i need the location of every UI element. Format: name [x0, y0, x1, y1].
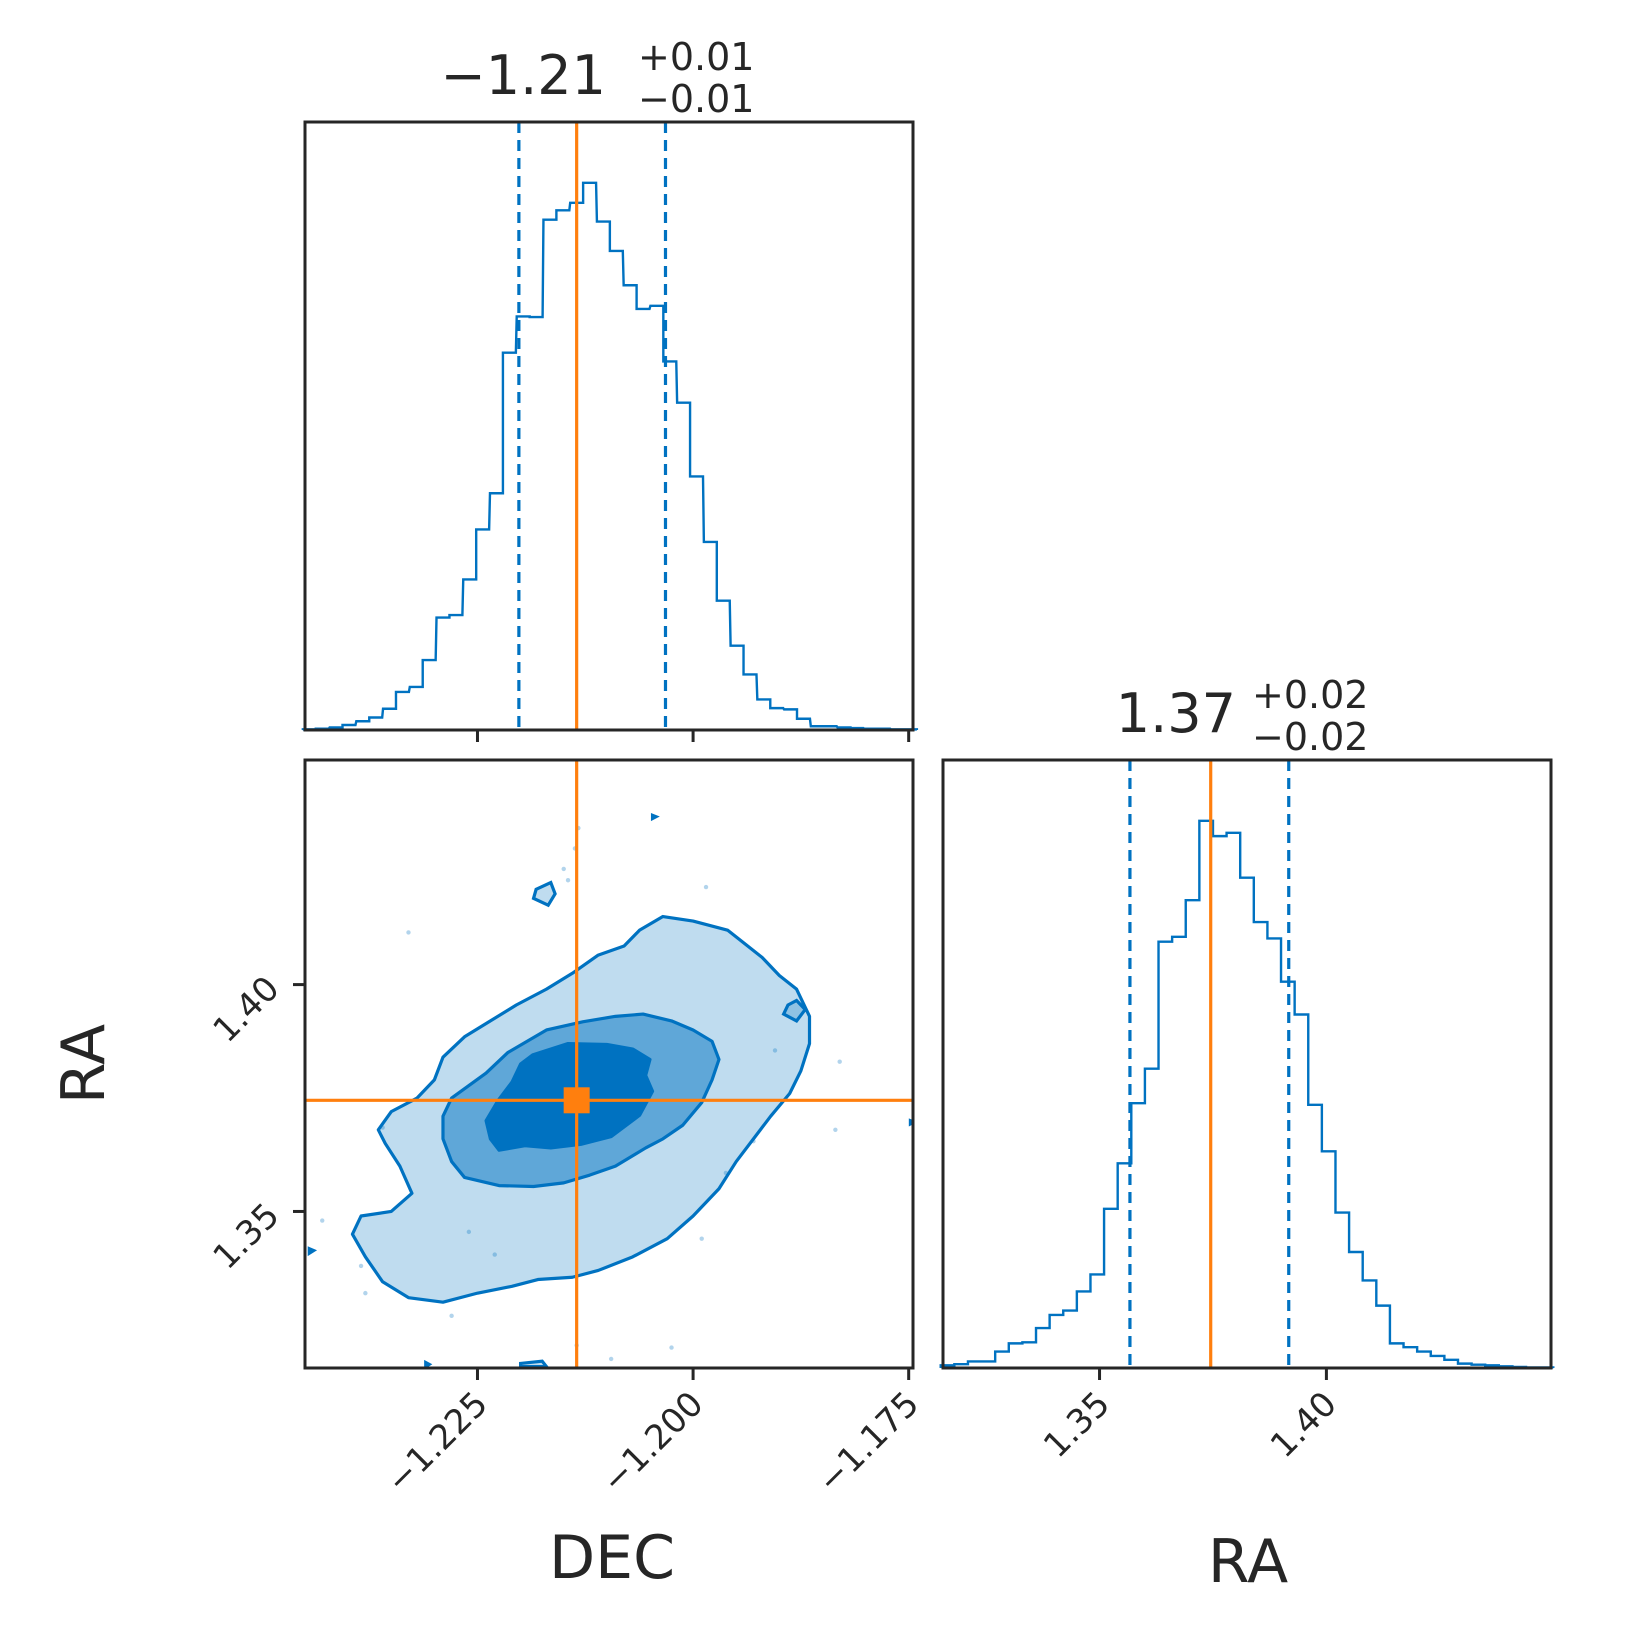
outlier-point-21 — [703, 884, 709, 890]
contour-island-3 — [424, 1359, 433, 1368]
outlier-point-3 — [565, 878, 571, 883]
dec-x-ticks: −1.225 −1.200 −1.175 — [379, 1368, 927, 1501]
dec-x-axis-label: DEC — [549, 1523, 675, 1593]
dec-title-plus: +0.01 — [638, 35, 754, 79]
contour-island-0 — [531, 880, 557, 908]
dec-ra-density-panel: −1.225 −1.200 −1.175 1.35 1.40 DEC RA — [49, 758, 927, 1593]
ra-histogram-frame — [941, 758, 1553, 1370]
outlier-point-10 — [772, 1048, 778, 1053]
outlier-point-7 — [669, 1345, 674, 1350]
ra-histogram-steps — [939, 819, 1555, 1369]
outlier-point-18 — [492, 1252, 497, 1257]
ra-title-minus: −0.02 — [1252, 715, 1368, 759]
outlier-point-15 — [320, 1218, 325, 1223]
outlier-point-17 — [406, 930, 411, 935]
outlier-point-20 — [699, 1236, 704, 1241]
ra-y-tick-label-0: 1.35 — [206, 1196, 288, 1278]
ra-title-median: 1.37 — [1116, 682, 1236, 745]
dec-histogram-steps — [301, 181, 919, 731]
contour-island-4 — [307, 1246, 318, 1257]
dec-tick-label-2: −1.175 — [810, 1384, 927, 1501]
ra-tick-label-0: 1.35 — [1036, 1384, 1118, 1466]
outlier-point-4 — [466, 1229, 472, 1235]
contour-island-1 — [781, 998, 808, 1023]
ra-title-plus: +0.02 — [1252, 673, 1368, 717]
density-frame — [303, 758, 915, 1370]
ra-y-ticks: 1.35 1.40 — [206, 969, 305, 1278]
contour-island-2 — [519, 1359, 550, 1368]
outlier-point-5 — [449, 1313, 454, 1319]
ra-y-axis-label: RA — [49, 1024, 119, 1104]
dec-histogram-ticks — [475, 730, 911, 742]
ra-x-axis-label: RA — [1208, 1527, 1288, 1597]
ra-tick-label-1: 1.40 — [1263, 1384, 1345, 1466]
ra-y-tick-label-1: 1.40 — [206, 969, 288, 1051]
outlier-point-12 — [833, 1127, 838, 1132]
contour-island-5 — [650, 813, 660, 822]
outlier-point-19 — [608, 1356, 614, 1362]
dec-tick-label-1: −1.200 — [594, 1384, 711, 1501]
dec-title-minus: −0.01 — [638, 77, 754, 121]
dec-title-median: −1.21 — [441, 44, 606, 107]
ra-x-ticks: 1.35 1.40 — [1036, 1368, 1345, 1466]
truth-marker — [563, 1087, 590, 1114]
outlier-point-11 — [837, 1059, 842, 1064]
dec-histogram-frame — [303, 120, 915, 732]
dec-histogram-panel: −1.21 +0.01 −0.01 — [301, 35, 919, 742]
outlier-point-13 — [363, 1290, 368, 1296]
outlier-point-14 — [358, 1263, 364, 1269]
dec-tick-label-0: −1.225 — [379, 1384, 496, 1501]
outlier-point-2 — [561, 866, 566, 872]
ra-histogram-panel: 1.35 1.40 1.37 +0.02 −0.02 RA — [939, 673, 1555, 1597]
